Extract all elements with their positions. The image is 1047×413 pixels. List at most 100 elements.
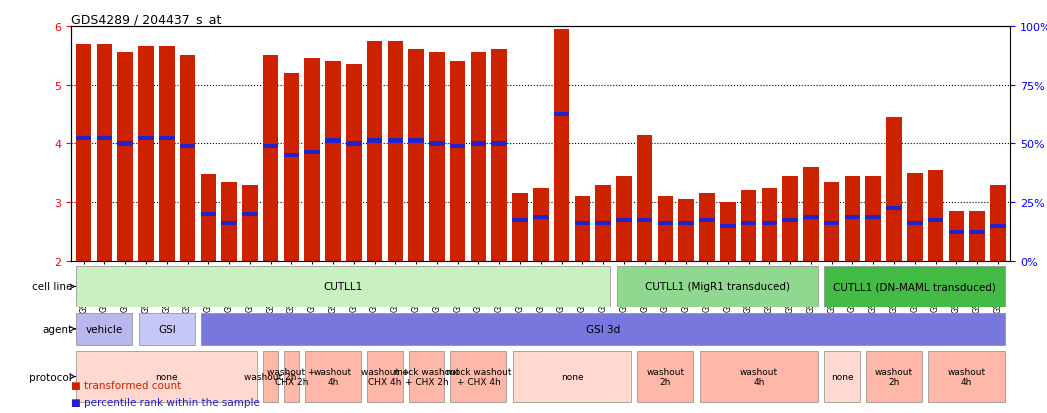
- Bar: [138, 47, 154, 261]
- Bar: [761, 188, 777, 261]
- Bar: [803, 168, 819, 261]
- Bar: [387, 139, 403, 143]
- Bar: [658, 197, 673, 261]
- Text: none: none: [155, 372, 178, 381]
- Bar: [970, 211, 985, 261]
- Bar: [866, 351, 922, 401]
- Bar: [824, 221, 840, 225]
- Bar: [263, 56, 279, 261]
- Bar: [824, 351, 860, 401]
- Bar: [928, 171, 943, 261]
- Bar: [990, 224, 1006, 228]
- Bar: [76, 267, 610, 307]
- Bar: [699, 351, 818, 401]
- Text: washout
4h: washout 4h: [314, 367, 352, 386]
- Bar: [782, 218, 798, 222]
- Text: washout 2h: washout 2h: [245, 372, 297, 381]
- Bar: [907, 173, 922, 261]
- Text: washout +
CHX 4h: washout + CHX 4h: [361, 367, 409, 386]
- Bar: [408, 139, 424, 143]
- Bar: [554, 113, 570, 117]
- Bar: [471, 142, 486, 146]
- Bar: [637, 218, 652, 222]
- Bar: [96, 136, 112, 140]
- Bar: [678, 221, 694, 225]
- Bar: [907, 221, 922, 225]
- Bar: [159, 136, 175, 140]
- Bar: [159, 47, 175, 261]
- Text: CUTLL1 (MigR1 transduced): CUTLL1 (MigR1 transduced): [645, 282, 789, 292]
- Bar: [429, 53, 445, 261]
- Bar: [450, 351, 507, 401]
- Bar: [617, 267, 818, 307]
- Bar: [845, 215, 861, 219]
- Text: none: none: [830, 372, 853, 381]
- Bar: [450, 145, 466, 149]
- Bar: [720, 203, 736, 261]
- Bar: [886, 206, 901, 211]
- Bar: [429, 142, 445, 146]
- Bar: [75, 45, 91, 261]
- Bar: [221, 182, 237, 261]
- Bar: [533, 215, 549, 219]
- Bar: [949, 230, 964, 234]
- Bar: [616, 176, 631, 261]
- Bar: [180, 56, 196, 261]
- Text: none: none: [560, 372, 583, 381]
- Text: ■ transformed count: ■ transformed count: [71, 380, 181, 390]
- Bar: [117, 142, 133, 146]
- Bar: [761, 221, 777, 225]
- Bar: [408, 351, 444, 401]
- Text: washout
2h: washout 2h: [875, 367, 913, 386]
- Bar: [741, 191, 756, 261]
- Bar: [596, 221, 610, 225]
- Bar: [616, 218, 631, 222]
- Bar: [866, 176, 881, 261]
- Bar: [284, 351, 298, 401]
- Text: GDS4289 / 204437_s_at: GDS4289 / 204437_s_at: [71, 13, 222, 26]
- Bar: [949, 211, 964, 261]
- Bar: [491, 142, 507, 146]
- Bar: [76, 313, 133, 345]
- Bar: [699, 218, 715, 222]
- Bar: [201, 212, 216, 216]
- Bar: [450, 62, 466, 261]
- Bar: [117, 53, 133, 261]
- Bar: [326, 139, 340, 143]
- Bar: [513, 351, 631, 401]
- Bar: [180, 145, 196, 149]
- Bar: [575, 221, 591, 225]
- Bar: [678, 200, 694, 261]
- Bar: [845, 176, 861, 261]
- Bar: [554, 30, 570, 261]
- Text: mock washout
+ CHX 2h: mock washout + CHX 2h: [394, 367, 460, 386]
- Bar: [366, 41, 382, 261]
- Bar: [387, 41, 403, 261]
- Bar: [803, 215, 819, 219]
- Bar: [596, 185, 610, 261]
- Text: agent: agent: [42, 324, 72, 334]
- Bar: [305, 59, 320, 261]
- Text: cell line: cell line: [31, 282, 72, 292]
- Bar: [264, 351, 277, 401]
- Bar: [138, 313, 195, 345]
- Text: washout
2h: washout 2h: [646, 367, 685, 386]
- Bar: [201, 313, 1005, 345]
- Bar: [533, 188, 549, 261]
- Bar: [242, 185, 258, 261]
- Text: washout
4h: washout 4h: [948, 367, 986, 386]
- Bar: [512, 194, 528, 261]
- Bar: [782, 176, 798, 261]
- Bar: [866, 215, 881, 219]
- Bar: [886, 118, 901, 261]
- Bar: [408, 50, 424, 261]
- Bar: [638, 351, 693, 401]
- Bar: [263, 145, 279, 149]
- Text: washout +
CHX 2h: washout + CHX 2h: [267, 367, 316, 386]
- Text: protocol: protocol: [29, 372, 72, 382]
- Bar: [367, 351, 403, 401]
- Text: washout
4h: washout 4h: [740, 367, 778, 386]
- Bar: [637, 135, 652, 261]
- Bar: [201, 175, 216, 261]
- Bar: [221, 221, 237, 225]
